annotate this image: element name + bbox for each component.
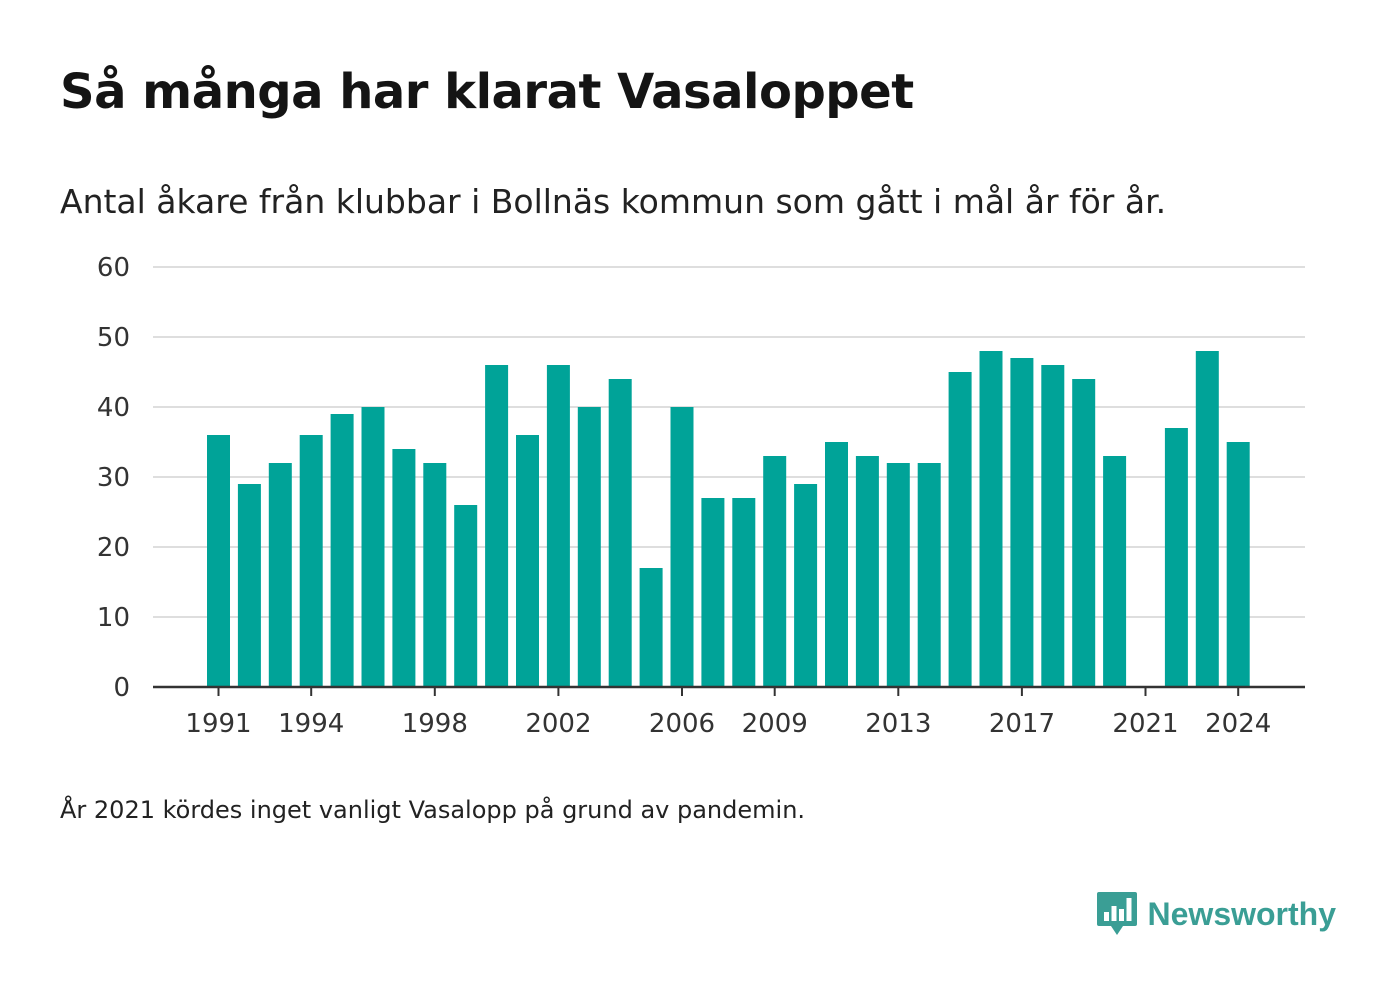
x-tick-label-2021: 2021 bbox=[1112, 709, 1178, 739]
bar-1997[interactable] bbox=[392, 449, 416, 687]
x-tick-label-2009: 2009 bbox=[742, 709, 808, 739]
y-axis-ticks: 0 10 20 30 40 50 60 bbox=[97, 253, 130, 703]
bar-1999[interactable] bbox=[454, 505, 478, 687]
bar-1996[interactable] bbox=[361, 407, 385, 687]
y-tick-label-40: 40 bbox=[97, 393, 130, 423]
newsworthy-logo-icon bbox=[1096, 892, 1137, 935]
x-tick-label-2017: 2017 bbox=[989, 709, 1055, 739]
x-tick-label-2006: 2006 bbox=[649, 709, 715, 739]
chart-title: Så många har klarat Vasaloppet bbox=[60, 64, 914, 120]
y-tick-label-30: 30 bbox=[97, 463, 130, 493]
bar-2018[interactable] bbox=[1041, 365, 1065, 687]
bar-1991[interactable] bbox=[207, 435, 230, 687]
x-axis-ticks: 1991 1994 1998 2002 2006 2009 2013 2017 2021 2024 bbox=[185, 687, 1271, 739]
bar-2023[interactable] bbox=[1195, 351, 1219, 687]
bar-1995[interactable] bbox=[330, 414, 354, 687]
footnote: År 2021 kördes inget vanligt Vasalopp på… bbox=[60, 796, 806, 824]
bar-1992[interactable] bbox=[237, 484, 261, 687]
bar-2011[interactable] bbox=[825, 442, 848, 687]
bar-2001[interactable] bbox=[516, 435, 539, 687]
brand-logo[interactable]: Newsworthy bbox=[1096, 890, 1336, 938]
bar-2022[interactable] bbox=[1164, 428, 1188, 687]
bar-2012[interactable] bbox=[855, 456, 879, 687]
bar-2017[interactable] bbox=[1010, 358, 1034, 687]
bar-chart: 0 10 20 30 40 50 60 1991 1994 1998 2002 2006 2009 20… bbox=[97, 253, 1305, 739]
bar-2006[interactable] bbox=[670, 407, 694, 687]
y-tick-label-10: 10 bbox=[97, 603, 130, 633]
bar-2009[interactable] bbox=[763, 456, 787, 687]
brand-name: Newsworthy bbox=[1147, 895, 1336, 932]
bar-2014[interactable] bbox=[917, 463, 941, 687]
bar-1993[interactable] bbox=[268, 463, 292, 687]
bar-2008[interactable] bbox=[732, 498, 756, 687]
y-tick-label-0: 0 bbox=[113, 673, 130, 703]
bars bbox=[207, 351, 1250, 687]
bar-2015[interactable] bbox=[948, 372, 972, 687]
y-tick-label-60: 60 bbox=[97, 253, 130, 283]
bar-2000[interactable] bbox=[485, 365, 509, 687]
x-tick-label-2013: 2013 bbox=[865, 709, 931, 739]
bar-2024[interactable] bbox=[1226, 442, 1250, 687]
x-tick-label-2024: 2024 bbox=[1205, 709, 1271, 739]
bar-2005[interactable] bbox=[639, 568, 663, 687]
bar-2003[interactable] bbox=[577, 407, 601, 687]
x-tick-label-2002: 2002 bbox=[525, 709, 591, 739]
bar-2019[interactable] bbox=[1072, 379, 1096, 687]
chart-subtitle: Antal åkare från klubbar i Bollnäs kommu… bbox=[60, 182, 1167, 221]
grid-lines bbox=[153, 266, 1305, 618]
bar-2010[interactable] bbox=[794, 484, 818, 687]
x-tick-label-1991: 1991 bbox=[185, 709, 251, 739]
bar-2002[interactable] bbox=[546, 365, 570, 687]
x-tick-label-1998: 1998 bbox=[402, 709, 468, 739]
bar-1994[interactable] bbox=[299, 435, 323, 687]
x-tick-label-1994: 1994 bbox=[278, 709, 344, 739]
bar-2007[interactable] bbox=[701, 498, 725, 687]
bar-2020[interactable] bbox=[1103, 456, 1127, 687]
bar-2016[interactable] bbox=[979, 351, 1003, 687]
bar-2013[interactable] bbox=[886, 463, 910, 687]
bar-1998[interactable] bbox=[423, 463, 447, 687]
bar-2004[interactable] bbox=[608, 379, 632, 687]
y-tick-label-20: 20 bbox=[97, 533, 130, 563]
y-tick-label-50: 50 bbox=[97, 323, 130, 353]
